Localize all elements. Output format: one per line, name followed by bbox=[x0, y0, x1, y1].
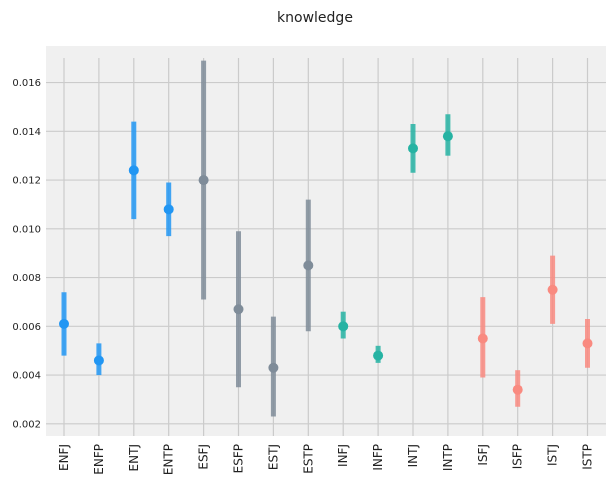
x-tick-label: ESTJ bbox=[266, 444, 280, 470]
y-tick-label: 0.016 bbox=[12, 78, 41, 89]
y-tick-label: 0.002 bbox=[12, 419, 41, 430]
mean-marker bbox=[163, 204, 174, 215]
mean-marker bbox=[268, 362, 279, 373]
mean-marker bbox=[477, 333, 488, 344]
x-tick-label: ENFP bbox=[92, 444, 106, 475]
mean-marker bbox=[373, 350, 384, 361]
mean-marker bbox=[442, 131, 453, 142]
y-tick-label: 0.006 bbox=[12, 322, 41, 333]
mean-marker bbox=[93, 355, 104, 366]
x-tick-label: ISFP bbox=[511, 444, 525, 469]
x-tick-label: ISTJ bbox=[546, 444, 560, 466]
x-tick-label: INTP bbox=[441, 444, 455, 471]
x-tick-label: ISTP bbox=[581, 444, 595, 470]
y-tick-label: 0.014 bbox=[12, 127, 41, 138]
x-tick-label: INTJ bbox=[406, 444, 420, 467]
y-tick-label: 0.008 bbox=[12, 273, 41, 284]
chart-title: knowledge bbox=[277, 10, 353, 26]
mean-marker bbox=[198, 175, 209, 186]
mean-marker bbox=[408, 143, 418, 154]
mean-marker bbox=[338, 321, 349, 332]
y-tick-label: 0.012 bbox=[12, 176, 41, 187]
mean-marker bbox=[582, 338, 593, 349]
x-tick-label: ENFJ bbox=[57, 444, 71, 471]
mean-marker bbox=[512, 384, 523, 395]
mean-marker bbox=[59, 318, 69, 329]
y-tick-label: 0.004 bbox=[12, 371, 41, 382]
x-tick-label: ENTP bbox=[162, 444, 176, 475]
mean-marker bbox=[233, 304, 244, 315]
x-tick-label: ENTJ bbox=[127, 444, 141, 471]
mean-marker bbox=[303, 260, 314, 271]
plot-background bbox=[46, 46, 606, 436]
mean-marker bbox=[547, 284, 558, 295]
y-tick-label: 0.010 bbox=[12, 224, 41, 235]
marks-layer bbox=[59, 60, 593, 417]
x-tick-label: INFP bbox=[371, 444, 385, 471]
mean-marker bbox=[128, 165, 139, 176]
x-tick-label: ESFP bbox=[232, 444, 246, 473]
x-tick-label: ESTP bbox=[301, 444, 315, 474]
x-tick-label: INFJ bbox=[336, 444, 350, 467]
axis-layer: 0.002 0.004 0.006 0.008 0.010 0.012 0.014 0.016… bbox=[12, 78, 594, 475]
x-tick-label: ESFJ bbox=[197, 444, 211, 470]
x-tick-label: ISFJ bbox=[476, 444, 490, 466]
